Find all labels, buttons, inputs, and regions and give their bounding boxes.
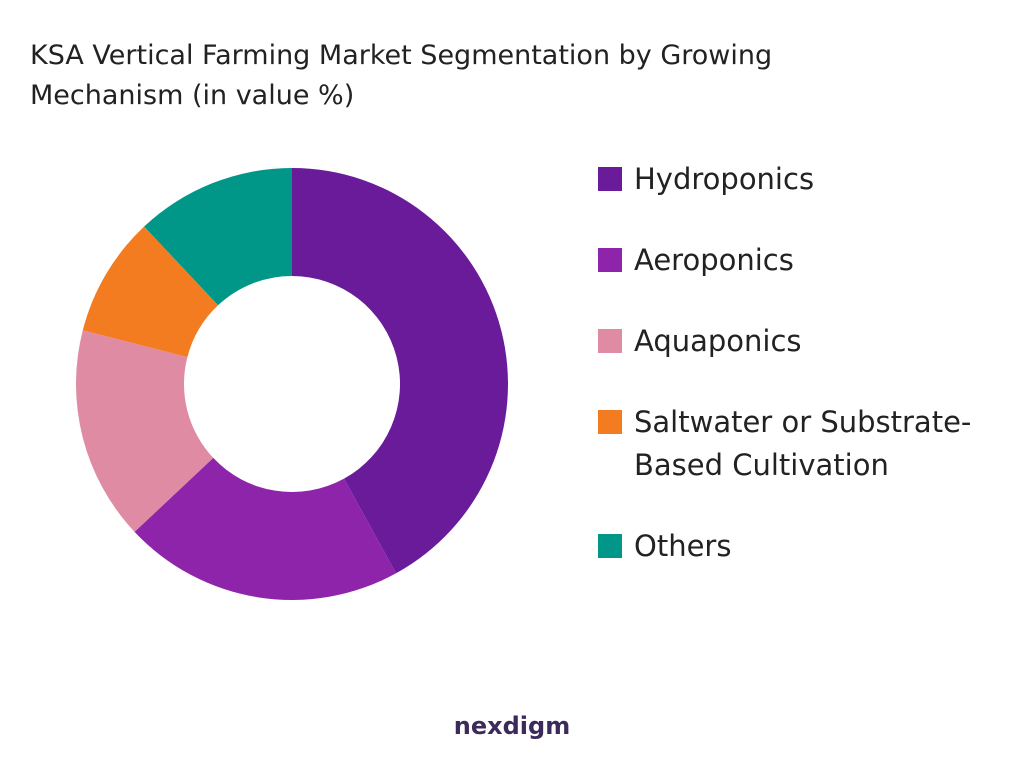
legend-item: Hydroponics (598, 158, 1018, 201)
legend-item: Aeroponics (598, 239, 1018, 282)
donut-slice (76, 330, 214, 532)
donut-slice (144, 168, 292, 306)
legend: Hydroponics Aeroponics Aquaponics Saltwater… (598, 158, 1018, 606)
legend-label: Aeroponics (634, 243, 794, 277)
legend-swatch (598, 248, 622, 272)
legend-label: Aquaponics (634, 324, 802, 358)
legend-swatch (598, 534, 622, 558)
brand-logo: nexdigm (453, 712, 571, 740)
chart-title: KSA Vertical Farming Market Segmentation… (30, 40, 773, 111)
legend-swatch (598, 329, 622, 353)
legend-swatch (598, 410, 622, 434)
legend-swatch (598, 167, 622, 191)
legend-item: Others (598, 525, 1018, 568)
donut-slice (134, 457, 397, 600)
donut-slice (292, 168, 508, 574)
legend-item: Saltwater or Substrate-Based Cultivation (598, 401, 1018, 487)
legend-label: Others (634, 529, 732, 563)
donut-slice (82, 226, 219, 358)
legend-item: Aquaponics (598, 320, 1018, 363)
chart (76, 168, 508, 600)
legend-label: Hydroponics (634, 162, 815, 196)
legend-label: Saltwater or Substrate-Based Cultivation (634, 405, 972, 482)
